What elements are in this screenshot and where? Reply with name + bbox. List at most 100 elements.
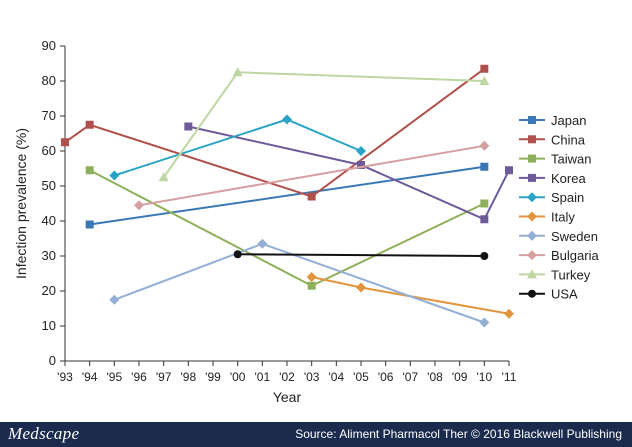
data-point-turkey	[479, 76, 490, 85]
legend-swatch-marker	[528, 135, 536, 144]
series-spain	[109, 114, 366, 181]
data-point-italy	[504, 308, 514, 319]
series-line-korea	[188, 125, 510, 221]
x-tick-label: '04	[329, 370, 345, 384]
data-point-korea	[184, 122, 193, 131]
series-line-china	[64, 67, 485, 198]
x-tick-label: '07	[403, 370, 419, 384]
data-point-china	[85, 120, 94, 129]
data-point-spain	[109, 170, 120, 181]
legend-swatch-marker	[527, 250, 537, 261]
data-point-turkey	[232, 67, 243, 77]
x-tick-label: '95	[107, 370, 123, 384]
y-tick-label: 40	[42, 213, 56, 228]
y-tick-label: 50	[42, 178, 56, 193]
legend-swatch-marker	[528, 289, 536, 298]
data-point-spain	[356, 146, 366, 156]
legend: Japan China Taiwan Korea Spain Italy Sweden Bul…	[519, 113, 599, 302]
series-turkey	[158, 67, 490, 182]
x-tick-label: '99	[205, 370, 221, 384]
x-tick-label: '09	[452, 370, 468, 384]
x-tick-label: '01	[255, 370, 271, 384]
data-point-korea	[505, 166, 513, 175]
series-italy	[306, 272, 514, 319]
series-line-bulgaria	[138, 144, 485, 207]
data-point-china	[480, 64, 489, 73]
legend-label-usa: USA	[551, 287, 578, 302]
y-tick-label: 30	[42, 248, 56, 263]
legend-swatch-marker	[527, 269, 537, 279]
x-tick-label: '00	[230, 370, 246, 384]
y-tick-label: 20	[42, 283, 56, 298]
legend-label-japan: Japan	[551, 113, 586, 128]
footer-bar: Medscape Source: Aliment Pharmacol Ther …	[0, 422, 632, 447]
data-point-usa	[233, 250, 242, 259]
legend-item-turkey: Turkey	[519, 267, 591, 282]
legend-swatch-marker	[528, 116, 536, 124]
series-usa	[233, 250, 489, 260]
series-line-turkey	[162, 71, 485, 178]
series-china	[61, 64, 489, 201]
data-point-bulgaria	[134, 200, 144, 211]
data-point-japan	[480, 162, 489, 171]
x-tick-label: '08	[427, 370, 443, 384]
data-point-japan	[85, 220, 94, 229]
data-point-italy	[306, 272, 317, 282]
data-point-taiwan	[85, 166, 94, 175]
data-point-taiwan	[307, 281, 316, 290]
series-taiwan	[85, 166, 489, 290]
axes: 0 10 20 30 40 50 60 70 80 90 '93 '94 '95 '96 '97 '98 '99…	[13, 38, 517, 405]
legend-item-taiwan: Taiwan	[519, 152, 591, 167]
legend-label-italy: Italy	[551, 210, 575, 225]
data-point-korea	[480, 215, 489, 224]
legend-item-bulgaria: Bulgaria	[519, 248, 599, 263]
series-sweden	[109, 238, 490, 328]
source-credit: Source: Aliment Pharmacol Ther © 2016 Bl…	[295, 427, 622, 441]
legend-label-turkey: Turkey	[551, 267, 591, 282]
x-tick-label: '93	[57, 370, 73, 384]
x-tick-label: '06	[378, 370, 394, 384]
x-tick-label: '05	[353, 370, 369, 384]
legend-item-korea: Korea	[519, 171, 586, 186]
data-point-sweden	[109, 294, 120, 305]
line-chart: 0 10 20 30 40 50 60 70 80 90 '93 '94 '95 '96 '97 '98 '99…	[13, 38, 599, 405]
data-point-sweden	[257, 238, 268, 249]
data-point-italy	[356, 282, 366, 293]
x-tick-label: '11	[502, 370, 517, 384]
series-bulgaria	[134, 140, 490, 211]
x-tick-label: '02	[279, 370, 295, 384]
legend-label-china: China	[551, 132, 586, 147]
series-layer	[61, 64, 514, 328]
y-tick-label: 60	[42, 143, 56, 158]
x-axis-title: Year	[273, 389, 302, 405]
data-point-sweden	[479, 317, 490, 328]
series-line-usa	[237, 253, 485, 257]
x-tick-label: '03	[304, 370, 320, 384]
x-tick-label: '94	[82, 370, 98, 384]
legend-item-japan: Japan	[519, 113, 586, 128]
y-tick-label: 10	[42, 318, 56, 333]
x-tick-label: '96	[131, 370, 147, 384]
y-tick-label: 70	[42, 108, 56, 123]
legend-label-spain: Spain	[551, 190, 584, 205]
y-axis-title: Infection prevalence (%)	[13, 128, 29, 279]
legend-swatch-marker	[527, 192, 537, 203]
legend-item-italy: Italy	[519, 210, 575, 225]
legend-item-spain: Spain	[519, 190, 584, 205]
legend-swatch-marker	[527, 211, 537, 222]
data-point-taiwan	[480, 199, 489, 208]
legend-label-taiwan: Taiwan	[551, 152, 591, 167]
y-tick-label: 0	[49, 353, 56, 368]
legend-swatch-marker	[528, 173, 536, 182]
legend-label-korea: Korea	[551, 171, 586, 186]
series-line-spain	[113, 118, 362, 177]
legend-item-china: China	[519, 132, 586, 147]
x-tick-label: '97	[156, 370, 172, 384]
legend-label-sweden: Sweden	[551, 229, 598, 244]
data-point-bulgaria	[479, 140, 490, 151]
y-tick-label: 80	[42, 73, 56, 88]
series-line-japan	[89, 165, 485, 226]
legend-swatch-marker	[527, 230, 537, 241]
legend-item-sweden: Sweden	[519, 229, 598, 244]
legend-label-bulgaria: Bulgaria	[551, 248, 599, 263]
